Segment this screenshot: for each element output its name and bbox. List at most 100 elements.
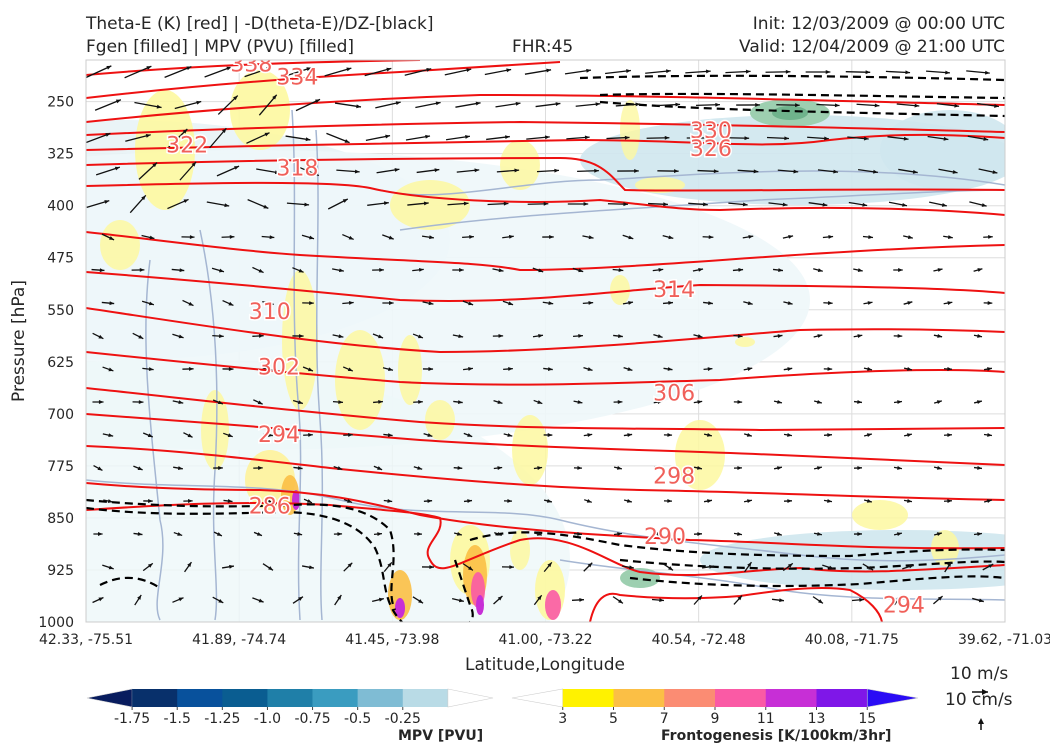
filled-contour-region: [390, 180, 470, 230]
wind-vector: [543, 433, 553, 437]
forecast-hour: FHR:45: [512, 37, 574, 57]
wind-vector: [171, 268, 185, 273]
wind-vector: [142, 562, 154, 572]
wind-vector: [697, 169, 719, 174]
wind-vector: [615, 102, 641, 107]
wind-vector: [244, 66, 272, 78]
wind-vector: [577, 168, 599, 173]
wind-vector: [292, 267, 304, 273]
dthetae-dz-contour-line: [599, 100, 1005, 118]
theta-e-contour-label: 318: [276, 157, 318, 182]
colorbar-segment: [866, 688, 919, 708]
wind-vector: [863, 498, 873, 503]
wind-vector: [217, 95, 239, 115]
wind-vector: [367, 201, 389, 206]
wind-vector: [543, 367, 553, 371]
wind-vector: [893, 532, 903, 537]
wind-vector: [613, 334, 623, 338]
wind-vector: [703, 499, 713, 504]
dthetae-dz-contour-line: [86, 506, 403, 622]
y-tick-label: 400: [47, 199, 74, 215]
wind-vector: [782, 234, 794, 239]
wind-vector: [572, 334, 584, 338]
wind-vector: [822, 235, 834, 239]
theta-e-contour-label: 290: [644, 525, 686, 550]
wind-vector: [502, 300, 514, 306]
wind-vector: [692, 267, 704, 272]
wind-vector: [848, 201, 868, 207]
wind-vector: [982, 563, 994, 571]
wind-vector: [772, 268, 784, 272]
wind-vector: [893, 465, 903, 470]
filled-contour-region: [230, 70, 290, 150]
wind-vector: [413, 400, 423, 404]
wind-vector: [823, 498, 833, 503]
wind-vector: [332, 400, 344, 404]
theta-e-contour-label: 310: [249, 300, 291, 325]
x-tick-label: 41.00, -73.22: [498, 632, 592, 648]
wind-vector: [326, 132, 350, 144]
wind-vector: [733, 466, 743, 470]
theta-e-contour-line: [86, 231, 1005, 272]
filled-contour-region: [500, 140, 540, 190]
wind-vector: [421, 235, 435, 240]
wind-vector: [783, 301, 793, 305]
wind-vector: [783, 432, 793, 437]
colorbar-segment: [132, 689, 178, 707]
wind-vector: [765, 69, 791, 74]
wind-vector: [216, 165, 240, 177]
wind-vector: [453, 531, 463, 536]
wind-vector: [943, 433, 953, 437]
wind-vector: [416, 168, 440, 174]
wind-vector: [503, 499, 513, 503]
wind-vector: [132, 400, 144, 404]
wind-vector: [973, 465, 983, 470]
wind-vector: [405, 134, 431, 141]
wind-vector: [583, 367, 593, 371]
wind-vector: [933, 334, 943, 338]
wind-vector: [938, 168, 958, 174]
colorbar-segment: [267, 689, 313, 707]
y-tick-label: 250: [47, 95, 74, 111]
wind-vector: [252, 266, 264, 274]
wind-vector: [129, 194, 147, 214]
wind-vector: [492, 334, 504, 338]
theta-e-contour-line: [86, 181, 1005, 216]
wind-vector: [262, 563, 274, 571]
wind-vector: [903, 301, 913, 305]
wind-vector: [533, 531, 543, 536]
wind-vector: [652, 267, 664, 272]
wind-vector: [421, 565, 435, 569]
wind-vector: [125, 134, 151, 142]
wind-vector: [606, 135, 630, 140]
wind-vector: [303, 433, 313, 437]
dthetae-dz-contour-line: [99, 576, 161, 589]
wind-vector: [343, 498, 353, 504]
wind-vector: [893, 334, 903, 338]
wind-vector: [92, 596, 104, 604]
colorbar-tick-label: 9: [711, 711, 720, 727]
wind-vector: [94, 99, 122, 111]
mpv-contour-line: [399, 189, 1005, 231]
wind-vector: [726, 136, 750, 141]
wind-vector: [903, 498, 913, 503]
colorbar-segment: [177, 689, 223, 707]
theta-e-contour-label: 302: [258, 356, 300, 381]
wind-vector: [973, 268, 983, 272]
x-tick-label: 41.45, -73.98: [345, 632, 439, 648]
wind-vector: [284, 67, 312, 77]
wind-vector: [653, 400, 663, 404]
wind-vector: [296, 165, 320, 177]
wind-vector: [944, 561, 952, 573]
wind-vector: [943, 301, 953, 305]
wind-vector: [223, 499, 233, 503]
colorbar-segment: [402, 689, 449, 707]
wind-vector: [703, 367, 713, 371]
filled-contour-region: [425, 400, 455, 440]
wind-vector: [856, 103, 880, 108]
wind-vector: [888, 201, 908, 207]
theta-e-contour-label: 294: [883, 594, 925, 619]
wind-vector: [766, 136, 790, 141]
wind-vector: [376, 168, 400, 174]
wind-vector: [743, 499, 753, 504]
